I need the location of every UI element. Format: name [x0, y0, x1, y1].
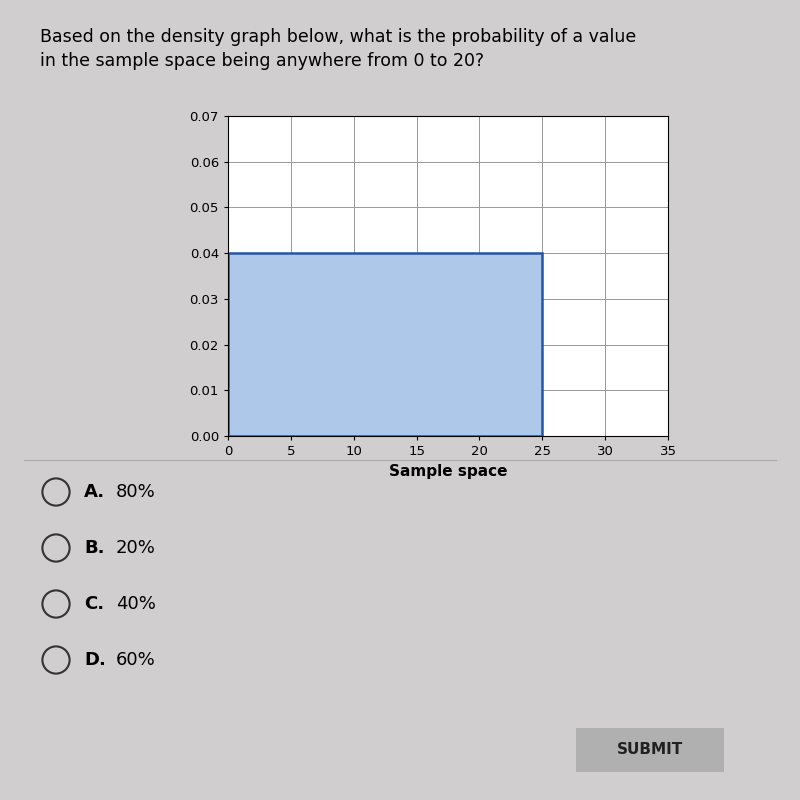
Text: 40%: 40% [116, 595, 156, 613]
Text: Based on the density graph below, what is the probability of a value: Based on the density graph below, what i… [40, 28, 636, 46]
Text: 80%: 80% [116, 483, 156, 501]
Text: A.: A. [84, 483, 105, 501]
Text: 20%: 20% [116, 539, 156, 557]
Text: in the sample space being anywhere from 0 to 20?: in the sample space being anywhere from … [40, 52, 484, 70]
Bar [228, 253, 542, 436]
Text: C.: C. [84, 595, 104, 613]
Text: 60%: 60% [116, 651, 156, 669]
X-axis label: Sample space: Sample space [389, 463, 507, 478]
Text: D.: D. [84, 651, 106, 669]
Text: B.: B. [84, 539, 105, 557]
Text: SUBMIT: SUBMIT [617, 742, 683, 758]
